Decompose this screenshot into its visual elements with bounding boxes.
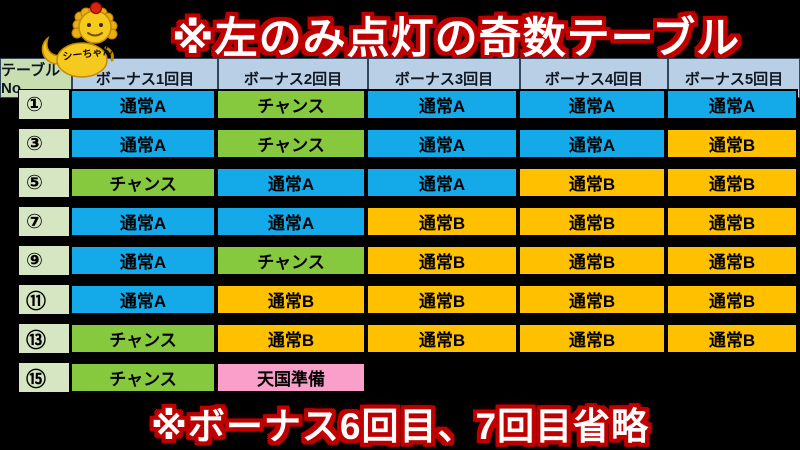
state-cell: 通常A: [366, 167, 518, 198]
state-cell: 通常B: [666, 284, 798, 315]
empty-cell: [518, 362, 666, 393]
page-title: ※左のみ点灯の奇数テーブル: [171, 15, 741, 63]
state-cell: 通常A: [366, 89, 518, 120]
table-row: ① 通常A チャンス 通常A 通常A 通常A: [18, 89, 800, 120]
state-cell: チャンス: [70, 323, 216, 354]
row-number: ⑦: [18, 206, 70, 237]
row-number: ③: [18, 128, 70, 159]
state-cell: 通常B: [518, 167, 666, 198]
table-row: ⑦ 通常A 通常A 通常B 通常B 通常B: [18, 206, 800, 237]
row-number: ⑪: [18, 284, 70, 315]
state-cell: チャンス: [70, 362, 216, 393]
state-cell: 通常B: [366, 284, 518, 315]
red-ball-icon: [89, 1, 103, 15]
state-cell: 通常B: [666, 323, 798, 354]
state-cell: 通常A: [70, 284, 216, 315]
row-number: ①: [18, 89, 70, 120]
state-cell: チャンス: [216, 128, 366, 159]
state-cell: 通常B: [518, 323, 666, 354]
state-cell: 通常A: [518, 128, 666, 159]
state-cell: 通常A: [70, 89, 216, 120]
table-row: ⑨ 通常A チャンス 通常B 通常B 通常B: [18, 245, 800, 276]
table-row: ⑤ チャンス 通常A 通常A 通常B 通常B: [18, 167, 800, 198]
state-cell: 通常B: [666, 245, 798, 276]
state-cell: 通常B: [366, 323, 518, 354]
state-cell: 天国準備: [216, 362, 366, 393]
state-cell: 通常A: [70, 206, 216, 237]
state-cell: 通常A: [216, 167, 366, 198]
state-cell: 通常B: [518, 245, 666, 276]
table-row: ⑪ 通常A 通常B 通常B 通常B 通常B: [18, 284, 800, 315]
state-cell: 通常A: [70, 128, 216, 159]
state-cell: 通常A: [216, 206, 366, 237]
table-row: ③ 通常A チャンス 通常A 通常A 通常B: [18, 128, 800, 159]
state-cell: 通常B: [366, 245, 518, 276]
row-number: ⑮: [18, 362, 70, 393]
empty-cell: [366, 362, 518, 393]
state-cell: 通常B: [518, 206, 666, 237]
state-cell: 通常B: [666, 167, 798, 198]
table-body: ① 通常A チャンス 通常A 通常A 通常A ③ 通常A チャンス 通常A 通常A 通常B ⑤ チャンス通…: [0, 89, 800, 401]
state-cell: 通常B: [366, 206, 518, 237]
state-cell: 通常A: [366, 128, 518, 159]
state-cell: 通常A: [518, 89, 666, 120]
state-cell: 通常B: [216, 284, 366, 315]
state-cell: 通常B: [216, 323, 366, 354]
state-cell: 通常B: [666, 128, 798, 159]
state-cell: 通常B: [518, 284, 666, 315]
state-cell: チャンス: [216, 245, 366, 276]
footnote: ※ボーナス6回目、7回目省略: [150, 406, 650, 447]
state-cell: 通常B: [666, 206, 798, 237]
state-cell: チャンス: [70, 167, 216, 198]
state-cell: 通常A: [70, 245, 216, 276]
row-number: ⑤: [18, 167, 70, 198]
table-row: ⑮ チャンス 天国準備: [18, 362, 800, 393]
shisa-mascot-icon: シーちゃん: [41, 1, 118, 78]
row-number: ⑨: [18, 245, 70, 276]
empty-cell: [666, 362, 798, 393]
row-number: ⑬: [18, 323, 70, 354]
state-cell: チャンス: [216, 89, 366, 120]
table-row: ⑬ チャンス 通常B 通常B 通常B 通常B: [18, 323, 800, 354]
state-cell: 通常A: [666, 89, 798, 120]
